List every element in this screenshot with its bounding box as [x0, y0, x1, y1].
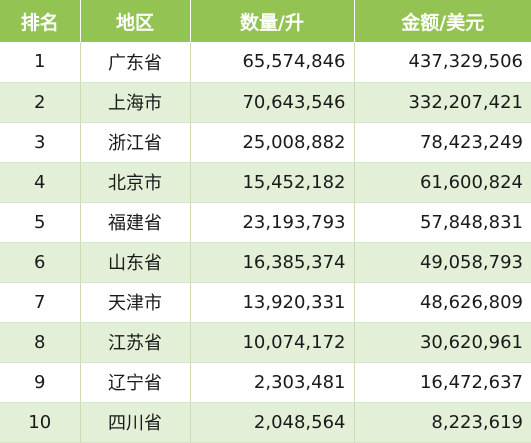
- amount-cell: 437,329,506: [354, 42, 531, 83]
- amount-cell: 30,620,961: [354, 322, 531, 363]
- amount-cell: 48,626,809: [354, 282, 531, 323]
- rank-cell: 8: [0, 322, 81, 363]
- amount-cell: 8,223,619: [354, 402, 531, 443]
- table-row: 6 山东省 16,385,374 49,058,793: [0, 242, 531, 283]
- table-row: 5 福建省 23,193,793 57,848,831: [0, 202, 531, 243]
- region-cell: 江苏省: [80, 322, 191, 363]
- region-cell: 山东省: [80, 242, 191, 283]
- header-row: 排名 地区 数量/升 金额/美元: [0, 0, 531, 42]
- table-row: 10 四川省 2,048,564 8,223,619: [0, 402, 531, 443]
- quantity-cell: 16,385,374: [190, 242, 355, 283]
- amount-cell: 61,600,824: [354, 162, 531, 203]
- table-body: 1 广东省 65,574,846 437,329,506 2 上海市 70,64…: [0, 42, 531, 443]
- region-cell: 四川省: [80, 402, 191, 443]
- quantity-cell: 2,048,564: [190, 402, 355, 443]
- region-cell: 上海市: [80, 82, 191, 123]
- table-row: 7 天津市 13,920,331 48,626,809: [0, 282, 531, 323]
- table-row: 3 浙江省 25,008,882 78,423,249: [0, 122, 531, 163]
- rank-cell: 6: [0, 242, 81, 283]
- rank-cell: 4: [0, 162, 81, 203]
- quantity-cell: 10,074,172: [190, 322, 355, 363]
- rank-cell: 3: [0, 122, 81, 163]
- header-region: 地区: [80, 0, 191, 42]
- region-cell: 辽宁省: [80, 362, 191, 403]
- header-rank: 排名: [0, 0, 81, 42]
- amount-cell: 57,848,831: [354, 202, 531, 243]
- amount-cell: 49,058,793: [354, 242, 531, 283]
- region-cell: 福建省: [80, 202, 191, 243]
- rank-cell: 1: [0, 42, 81, 83]
- region-cell: 浙江省: [80, 122, 191, 163]
- quantity-cell: 15,452,182: [190, 162, 355, 203]
- table-row: 2 上海市 70,643,546 332,207,421: [0, 82, 531, 123]
- rank-cell: 10: [0, 402, 81, 443]
- quantity-cell: 13,920,331: [190, 282, 355, 323]
- region-cell: 天津市: [80, 282, 191, 323]
- table-row: 9 辽宁省 2,303,481 16,472,637: [0, 362, 531, 403]
- table-row: 4 北京市 15,452,182 61,600,824: [0, 162, 531, 203]
- table-row: 8 江苏省 10,074,172 30,620,961: [0, 322, 531, 363]
- region-cell: 广东省: [80, 42, 191, 83]
- header-quantity: 数量/升: [190, 0, 355, 42]
- rank-cell: 2: [0, 82, 81, 123]
- quantity-cell: 2,303,481: [190, 362, 355, 403]
- region-cell: 北京市: [80, 162, 191, 203]
- quantity-cell: 65,574,846: [190, 42, 355, 83]
- quantity-cell: 25,008,882: [190, 122, 355, 163]
- table-row: 1 广东省 65,574,846 437,329,506: [0, 42, 531, 83]
- amount-cell: 332,207,421: [354, 82, 531, 123]
- amount-cell: 78,423,249: [354, 122, 531, 163]
- header-amount: 金额/美元: [401, 11, 485, 34]
- rank-cell: 7: [0, 282, 81, 323]
- table-header: 排名 地区 数量/升 金额/美元: [0, 0, 531, 42]
- rank-cell: 9: [0, 362, 81, 403]
- quantity-cell: 23,193,793: [190, 202, 355, 243]
- rank-cell: 5: [0, 202, 81, 243]
- quantity-cell: 70,643,546: [190, 82, 355, 123]
- amount-cell: 16,472,637: [354, 362, 531, 403]
